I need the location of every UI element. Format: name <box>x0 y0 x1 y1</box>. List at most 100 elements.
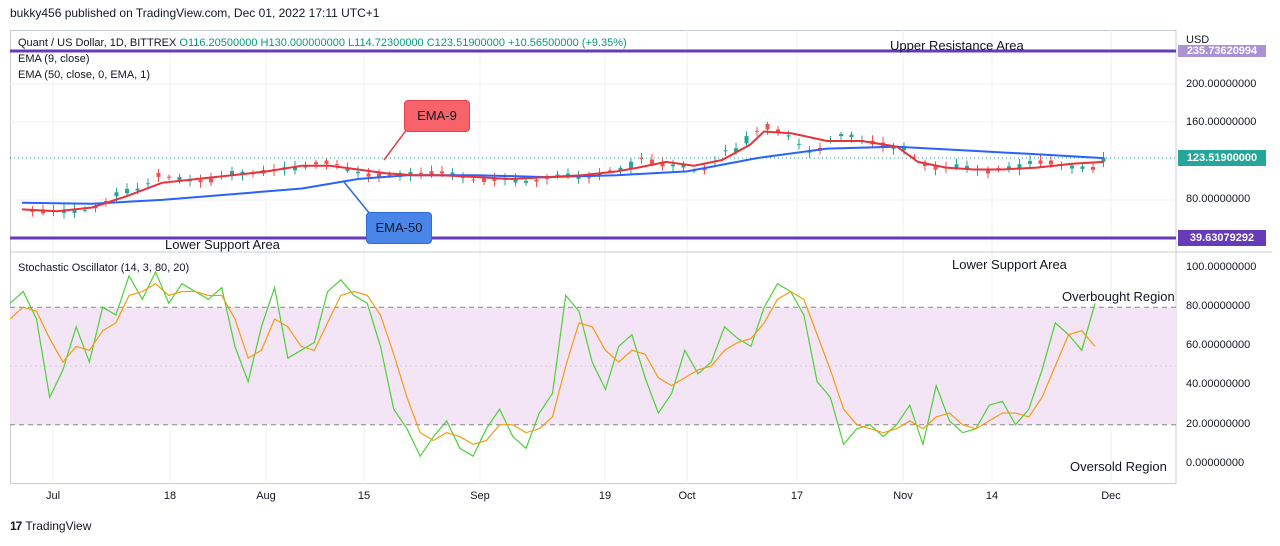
candle-body <box>335 164 339 166</box>
ema50-callout-pointer <box>343 181 371 215</box>
stoch-tick-20: 20.00000000 <box>1186 418 1251 430</box>
stoch-d-line <box>9 282 1096 446</box>
footer-brand[interactable]: 17 TradingView <box>10 519 91 533</box>
candle-body <box>114 192 119 197</box>
candle-body <box>156 172 161 177</box>
candle-body <box>482 178 486 182</box>
legend-symbol[interactable]: Quant / US Dollar, 1D, BITTREX <box>18 37 177 49</box>
candle-body <box>965 165 969 169</box>
x-label-19: 19 <box>598 490 612 502</box>
publisher-line: bukky456 published on TradingView.com, D… <box>10 6 380 20</box>
candle-body <box>408 171 413 176</box>
resistance-price-tag: 235.73620994 <box>1178 45 1266 57</box>
x-label-dec: Dec <box>1101 490 1121 502</box>
candle-body <box>986 169 990 174</box>
x-label-oct: Oct <box>678 490 696 502</box>
candle-body <box>639 157 644 160</box>
candle-body <box>146 183 150 185</box>
footer-brand-label: TradingView <box>25 519 92 533</box>
candle-body <box>524 180 528 183</box>
candle-body <box>849 134 854 138</box>
candle-body <box>912 156 917 158</box>
candle-body <box>681 164 686 168</box>
x-label-jul: Jul <box>45 490 61 502</box>
stoch-tick-0: 0.00000000 <box>1186 457 1245 469</box>
price-tick-200: 200.00000000 <box>1186 78 1257 90</box>
candle-body <box>534 179 539 182</box>
candle-body <box>177 176 182 181</box>
upper-resistance-label: Upper Resistance Area <box>890 38 1024 53</box>
candle-body <box>933 165 938 170</box>
candle-body <box>209 178 213 183</box>
candle-body <box>954 164 959 169</box>
ema50-callout[interactable]: EMA-50 <box>366 212 432 244</box>
stoch-tick-40: 40.00000000 <box>1186 378 1251 390</box>
candle-body <box>230 170 234 176</box>
candle-body <box>1101 157 1106 162</box>
candle-body <box>345 167 350 171</box>
candle-body <box>1007 166 1011 169</box>
candle-body <box>797 143 801 145</box>
candle-body <box>765 123 770 130</box>
candle-body <box>356 171 360 174</box>
candle-body <box>125 188 129 194</box>
candle-body <box>303 165 308 168</box>
candle-body <box>293 166 297 171</box>
ema9-callout[interactable]: EMA-9 <box>404 100 470 132</box>
candle-body <box>671 164 675 167</box>
candle-body <box>387 174 392 176</box>
x-label-17: 17 <box>790 490 804 502</box>
candle-body <box>608 170 612 172</box>
support-price-tag: 39.63079292 <box>1178 230 1266 246</box>
x-label-15: 15 <box>357 490 371 502</box>
candle-body <box>1028 161 1032 164</box>
candle-body <box>891 148 896 150</box>
x-label-14: 14 <box>985 490 999 502</box>
candle-body <box>513 178 518 183</box>
stoch-k-line <box>9 270 1096 458</box>
candle-body <box>807 151 812 153</box>
stoch-tick-80: 80.00000000 <box>1186 300 1251 312</box>
candle-body <box>786 135 791 137</box>
candle-body <box>1080 166 1085 169</box>
chart-frame <box>10 30 1176 484</box>
candle-body <box>734 148 738 153</box>
candle-body <box>587 177 591 179</box>
x-label-sep: Sep <box>470 490 490 502</box>
candle-body <box>377 173 381 178</box>
candle-body <box>702 168 707 171</box>
x-label-18: 18 <box>163 490 177 502</box>
candle-body <box>198 180 203 183</box>
candle-body <box>72 209 77 213</box>
legend-stoch[interactable]: Stochastic Oscillator (14, 3, 80, 20) <box>18 262 190 274</box>
lower-support-label-right: Lower Support Area <box>952 257 1067 272</box>
price-tick-160: 160.00000000 <box>1186 116 1257 128</box>
legend-ema50[interactable]: EMA (50, close, 0, EMA, 1) <box>18 69 151 81</box>
candle-body <box>83 209 87 211</box>
ema9-line <box>21 130 1104 213</box>
candle-body <box>1070 165 1074 169</box>
candle-body <box>660 162 665 167</box>
candle-body <box>597 172 602 176</box>
overbought-label: Overbought Region <box>1062 289 1175 304</box>
stoch-tick-60: 60.00000000 <box>1186 339 1251 351</box>
candle-body <box>555 174 560 176</box>
tradingview-logo-icon: 17 <box>10 519 22 533</box>
candle-body <box>471 179 476 181</box>
axis-currency: USD <box>1186 34 1210 46</box>
candle-body <box>1091 166 1095 170</box>
candle-body <box>839 134 843 137</box>
candle-body <box>167 176 171 178</box>
price-tick-80: 80.00000000 <box>1186 193 1251 205</box>
candle-body <box>366 173 371 177</box>
x-label-aug: Aug <box>256 490 276 502</box>
candle-body <box>744 136 749 144</box>
candle-body <box>755 130 759 132</box>
candle-body <box>419 172 423 175</box>
candle-body <box>618 167 623 171</box>
legend-ohlc: O116.20500000 H130.000000000 L114.723000… <box>179 37 627 49</box>
legend-symbol-line: Quant / US Dollar, 1D, BITTREX O116.2050… <box>18 36 627 50</box>
candle-body <box>723 150 728 152</box>
legend-ema9[interactable]: EMA (9, close) <box>18 53 90 65</box>
